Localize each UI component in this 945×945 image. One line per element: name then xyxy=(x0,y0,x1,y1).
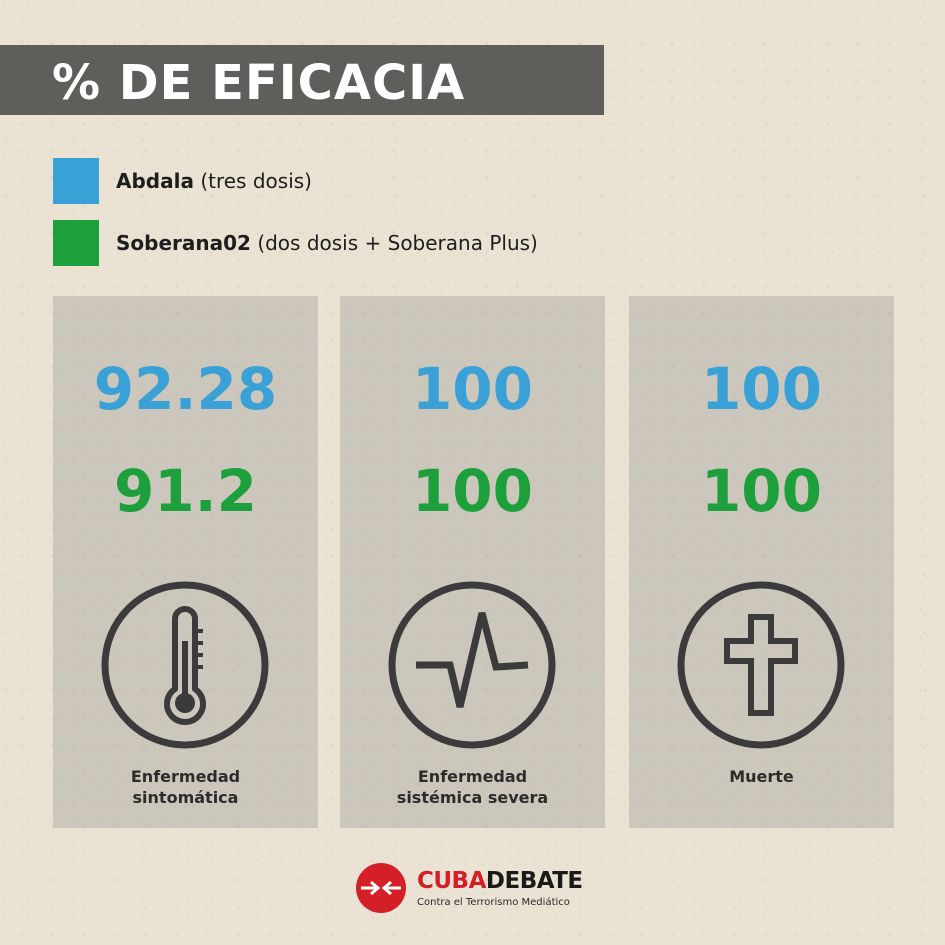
card-label: Muerte xyxy=(729,767,794,786)
logo-name: CUBADEBATE xyxy=(417,868,583,894)
logo-tagline: Contra el Terrorismo Mediático xyxy=(417,897,570,908)
abdala-value: 100 xyxy=(700,355,823,423)
title-bar xyxy=(0,45,604,115)
cross-icon xyxy=(675,579,847,751)
cubadebate-logo: CUBADEBATE Contra el Terrorismo Mediátic… xyxy=(355,860,595,916)
legend-detail-abdala: (tres dosis) xyxy=(200,169,312,193)
soberana-value: 91.2 xyxy=(113,457,258,525)
card-severe: 100 100 Enfermedad sistémica severa xyxy=(340,296,605,828)
legend-name-soberana: Soberana02 xyxy=(116,231,251,255)
page-title: % DE EFICACIA xyxy=(52,55,466,111)
card-symptomatic: 92.28 91.2 Enfermedad sintomática xyxy=(53,296,318,828)
heartbeat-icon xyxy=(386,579,558,751)
card-death: 100 100 Muerte xyxy=(629,296,894,828)
legend-name-abdala: Abdala xyxy=(116,169,194,193)
legend-item-abdala: Abdala (tres dosis) xyxy=(53,158,312,204)
soberana-value: 100 xyxy=(411,457,534,525)
legend-swatch-abdala xyxy=(53,158,99,204)
abdala-value: 92.28 xyxy=(93,355,278,423)
cubadebate-mark-icon xyxy=(356,863,406,913)
card-label: Enfermedad sistémica severa xyxy=(396,767,549,807)
thermometer-icon xyxy=(99,579,271,751)
abdala-value: 100 xyxy=(411,355,534,423)
legend-swatch-soberana xyxy=(53,220,99,266)
legend-item-soberana: Soberana02 (dos dosis + Soberana Plus) xyxy=(53,220,538,266)
card-label: Enfermedad sintomática xyxy=(130,767,241,807)
soberana-value: 100 xyxy=(700,457,823,525)
legend-detail-soberana: (dos dosis + Soberana Plus) xyxy=(257,231,538,255)
